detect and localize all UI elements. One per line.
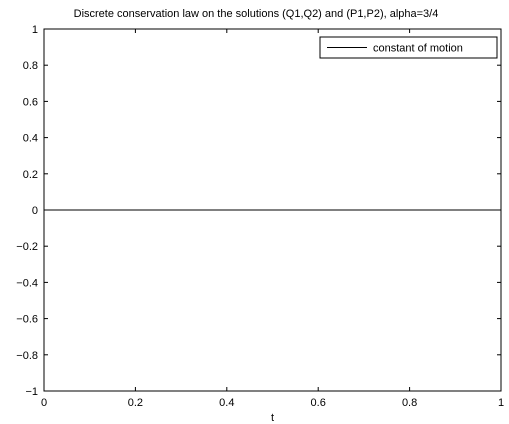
x-tick-label: 1: [498, 397, 504, 409]
x-axis-ticks: 0 0.2 0.4 0.6 0.8 1: [41, 29, 504, 409]
y-tick-label: 0.2: [23, 169, 38, 181]
y-tick-label: −1: [25, 386, 38, 398]
y-tick-label: 0.8: [23, 60, 38, 72]
x-tick-label: 0: [41, 397, 47, 409]
legend: constant of motion: [319, 36, 498, 59]
x-tick-label: 0.8: [402, 397, 417, 409]
x-tick-label: 0.4: [219, 397, 234, 409]
legend-label: constant of motion: [373, 43, 463, 55]
x-tick-label: 0.2: [128, 397, 143, 409]
y-tick-label: 0.6: [23, 96, 38, 108]
x-axis-label: t: [271, 412, 274, 424]
legend-box: [319, 36, 498, 59]
y-tick-label: 1: [32, 24, 38, 36]
y-tick-label: −0.8: [16, 350, 38, 362]
x-tick-label: 0.6: [311, 397, 326, 409]
y-tick-label: −0.2: [16, 241, 38, 253]
y-tick-label: −0.6: [16, 314, 38, 326]
y-tick-label: 0.4: [23, 133, 38, 145]
y-tick-label: −0.4: [16, 277, 38, 289]
y-tick-label: 0: [32, 205, 38, 217]
chart-title: Discrete conservation law on the solutio…: [74, 8, 439, 20]
y-axis-ticks: −1 −0.8 −0.6 −0.4 −0.2 0 0.2 0.4 0.6 0.8 1: [16, 24, 501, 398]
